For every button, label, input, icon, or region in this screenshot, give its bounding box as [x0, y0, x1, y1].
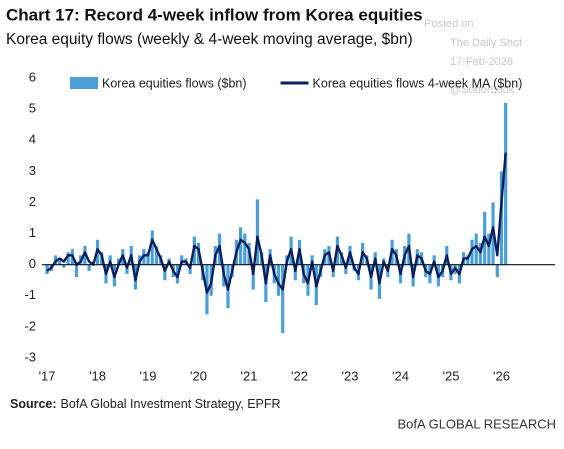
x-tick-label: '21 [241, 368, 258, 383]
bar [154, 246, 159, 265]
watermark: Posted on [424, 18, 474, 30]
legend-label: Korea equities flows ($bn) [102, 76, 247, 90]
x-tick-label: '22 [291, 368, 308, 383]
y-tick-label: 4 [29, 132, 36, 147]
bar [74, 264, 79, 278]
bar [281, 264, 285, 334]
bar [45, 264, 49, 274]
x-tick-label: '25 [443, 368, 460, 383]
bar [466, 255, 470, 265]
source-label: Source: [10, 397, 57, 411]
bar [146, 252, 150, 265]
bar [58, 258, 62, 265]
y-tick-label: -3 [24, 349, 36, 364]
bar [499, 171, 504, 265]
x-tick-label: '18 [89, 368, 106, 383]
watermark: @SoberLook [450, 84, 515, 96]
y-tick-label: 2 [29, 194, 36, 209]
bar [474, 233, 478, 265]
bar [487, 233, 491, 265]
bar [243, 233, 247, 265]
bar [180, 255, 184, 265]
line [46, 152, 507, 294]
bar [238, 227, 243, 265]
legend-swatch [70, 77, 98, 89]
bar [495, 264, 499, 278]
bar [255, 199, 260, 265]
watermark: The Daily Shot [450, 37, 522, 49]
y-tick-label: 1 [29, 225, 36, 240]
y-tick-label: 5 [29, 101, 36, 116]
legend-label: Korea equities flows 4-week MA ($bn) [313, 76, 523, 90]
chart-subtitle: Korea equity flows (weekly & 4-week movi… [6, 31, 413, 48]
y-tick-label: 0 [29, 256, 36, 271]
x-tick-label: '26 [493, 368, 510, 383]
chart-title: Chart 17: Record 4-week inflow from Kore… [6, 5, 423, 24]
bar [163, 264, 167, 281]
bar [66, 252, 70, 265]
branding: BofA GLOBAL RESEARCH [398, 416, 556, 431]
y-tick-label: 3 [29, 163, 36, 178]
bar [478, 242, 483, 265]
legend: Korea equities flows ($bn) Korea equities… [70, 76, 522, 90]
watermark: 17-Feb-2026 [450, 56, 513, 68]
x-tick-label: '23 [342, 368, 359, 383]
bar [53, 255, 58, 265]
y-tick-label: 6 [29, 69, 36, 84]
bar [150, 230, 154, 265]
bar [87, 264, 91, 271]
y-tick-label: -1 [24, 287, 36, 302]
bar [188, 264, 192, 274]
x-tick-label: '20 [190, 368, 207, 383]
source-text: BofA Global Investment Strategy, EPFR [61, 397, 281, 411]
bar [125, 264, 129, 274]
y-tick-label: -2 [24, 318, 36, 333]
bar [62, 264, 66, 268]
bar [251, 264, 255, 290]
x-tick-label: '24 [392, 368, 409, 383]
bar [116, 258, 121, 265]
bar [432, 255, 436, 265]
bar [83, 246, 87, 265]
bar [504, 102, 508, 265]
x-tick-label: '19 [140, 368, 157, 383]
x-tick-label: '17 [39, 368, 56, 383]
bar [293, 264, 297, 281]
bar [344, 264, 348, 274]
plot-area: -3 -2 -1 0 1 2 3 4 5 6 '17 '18 '19 '20 '21 '22 '23 '24 '25… [24, 69, 555, 383]
bar [310, 255, 314, 265]
bar [108, 255, 112, 265]
bar [470, 239, 474, 265]
source: Source: BofA Global Investment Strategy, … [10, 397, 281, 411]
bar [276, 264, 281, 296]
